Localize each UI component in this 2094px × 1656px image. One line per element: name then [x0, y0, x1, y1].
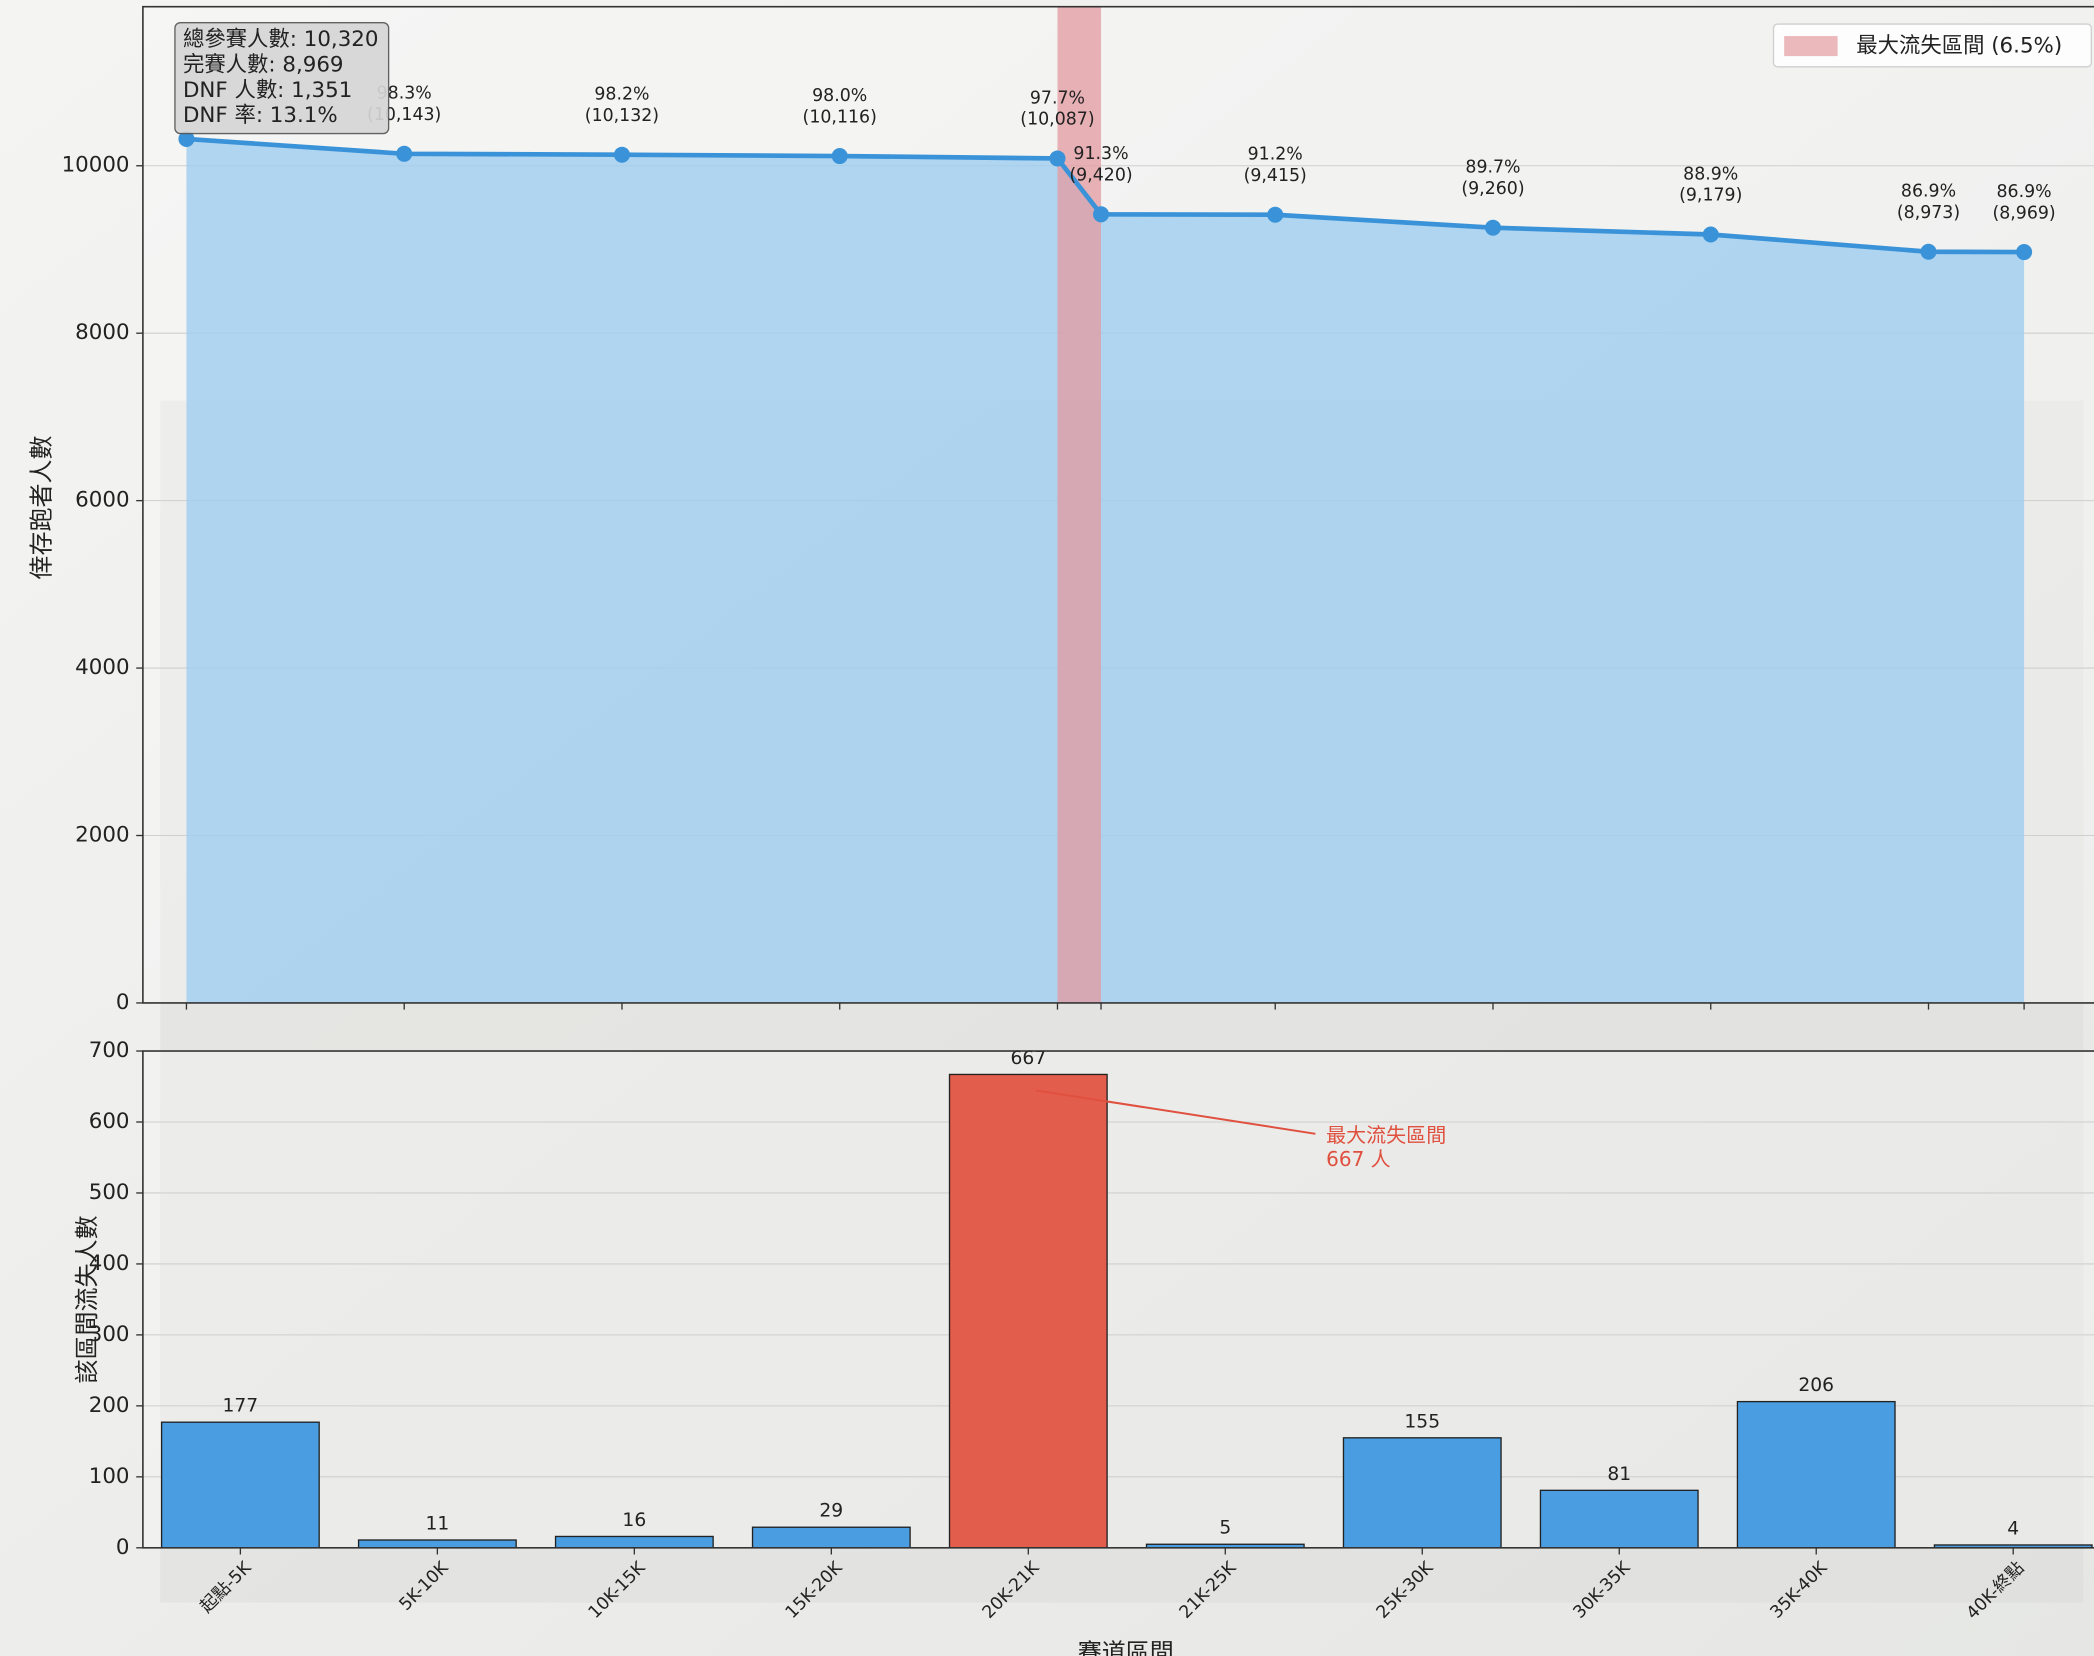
y-tick-label: 0	[116, 1535, 130, 1560]
bar	[753, 1527, 911, 1548]
percent-label: 88.9%	[1683, 164, 1738, 184]
percent-label: 86.9%	[1901, 182, 1956, 202]
y-tick-label: 6000	[75, 488, 129, 513]
value-label: (10,132)	[585, 106, 659, 126]
value-label: (9,420)	[1069, 166, 1132, 186]
value-label: (9,415)	[1244, 166, 1307, 186]
percent-label: 91.3%	[1073, 144, 1128, 164]
percent-label: 98.0%	[812, 86, 867, 106]
value-label: 29	[819, 1501, 843, 1522]
percent-label: 97.7%	[1030, 88, 1085, 108]
value-label: 155	[1404, 1411, 1440, 1432]
bar	[359, 1540, 517, 1548]
value-label: (9,179)	[1679, 186, 1742, 206]
percent-label: 91.2%	[1248, 145, 1303, 165]
y-tick-label: 700	[89, 1038, 130, 1063]
y-tick-label: 8000	[75, 320, 129, 345]
point	[396, 146, 412, 162]
y-tick-label: 600	[89, 1109, 130, 1134]
percent-label: 89.7%	[1465, 158, 1520, 178]
legend-label: 最大流失區間 (6.5%)	[1856, 34, 2062, 59]
annotation-text: 667 人	[1326, 1147, 1391, 1171]
value-label: 206	[1798, 1375, 1834, 1396]
annotation-text: 最大流失區間	[1326, 1123, 1446, 1147]
point	[1049, 150, 1065, 166]
bar	[950, 1074, 1108, 1547]
point	[1920, 244, 1936, 260]
point	[1703, 226, 1719, 242]
info-text: 完賽人數: 8,969	[183, 52, 344, 77]
y-tick-label: 2000	[75, 823, 129, 848]
y-tick-label: 100	[89, 1464, 130, 1489]
x-axis-label: 賽道區間	[1078, 1638, 1174, 1656]
y-axis-label: 倖存跑者人數	[28, 435, 56, 579]
percent-label: 86.9%	[1997, 182, 2052, 202]
info-text: DNF 率: 13.1%	[183, 103, 338, 128]
point	[614, 147, 630, 163]
bar	[556, 1536, 714, 1547]
info-text: 總參賽人數: 10,320	[183, 27, 379, 52]
point	[1485, 220, 1501, 236]
point	[1267, 207, 1283, 223]
percent-label: 98.2%	[594, 85, 649, 105]
bar	[1737, 1402, 1895, 1548]
info-text: DNF 人數: 1,351	[183, 78, 352, 103]
bar	[1540, 1490, 1698, 1547]
value-label: 81	[1607, 1464, 1631, 1485]
bar	[162, 1422, 320, 1548]
point	[1093, 206, 1109, 222]
bar	[1343, 1438, 1501, 1548]
y-tick-label: 500	[89, 1180, 130, 1205]
value-label: (8,969)	[1992, 203, 2055, 223]
y-tick-label: 10000	[62, 153, 130, 178]
y-tick-label: 0	[116, 990, 130, 1015]
value-label: (8,973)	[1897, 203, 1960, 223]
y-tick-label: 200	[89, 1393, 130, 1418]
value-label: 4	[2007, 1518, 2019, 1539]
value-label: (10,116)	[803, 107, 877, 127]
value-label: 5	[1219, 1518, 1231, 1539]
value-label: (9,260)	[1461, 179, 1524, 199]
point	[2016, 244, 2032, 260]
value-label: (10,087)	[1020, 110, 1094, 130]
chart: 0200040006000800010000倖存跑者人數98.3%(10,143…	[0, 0, 2094, 1656]
area	[186, 139, 2024, 1003]
y-tick-label: 4000	[75, 655, 129, 680]
point	[832, 148, 848, 164]
value-label: 16	[622, 1510, 646, 1531]
value-label: 177	[223, 1396, 259, 1417]
legend-swatch	[1784, 36, 1837, 56]
value-label: 11	[425, 1513, 449, 1534]
y-axis-label: 該區間流失人數	[73, 1215, 101, 1383]
